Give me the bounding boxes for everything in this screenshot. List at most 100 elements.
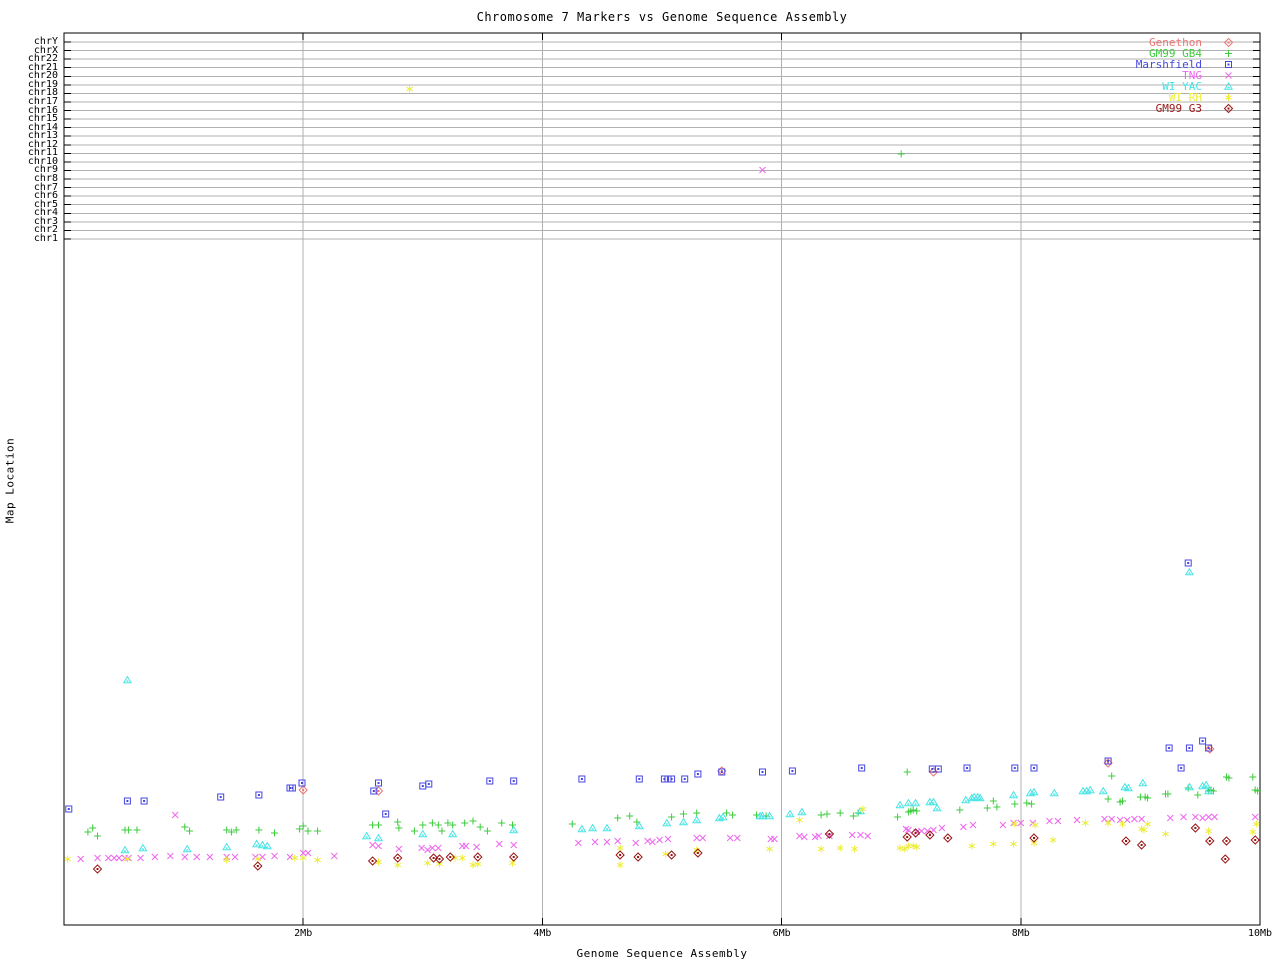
y-tick-label-chr8: chr8: [33, 173, 58, 185]
scatter-point-gm99-gb4: [428, 819, 436, 827]
scatter-point-wi-yac: [362, 831, 372, 840]
scatter-point-gm99-gb4: [729, 811, 737, 819]
scatter-point-gm99-g3: [1029, 833, 1039, 843]
scatter-point-wi-rh: [817, 845, 825, 853]
scatter-point-gm99-g3: [1250, 835, 1260, 845]
scatter-point-tng: [815, 832, 823, 840]
scatter-point-gm99-gb4: [461, 819, 469, 827]
scatter-point-tng: [1046, 817, 1053, 825]
scatter-point-tng: [1199, 814, 1206, 822]
scatter-point-marshfield: [1030, 764, 1038, 772]
scatter-point-wi-rh: [836, 844, 844, 852]
scatter-point-gm99-gb4: [1119, 797, 1126, 805]
scatter-point-gm99-gb4: [438, 827, 446, 835]
scatter-point-gm99-gb4: [680, 810, 687, 818]
scatter-point-gm99-g3: [1220, 854, 1231, 864]
scatter-point-wi-rh: [896, 844, 904, 852]
scatter-point-marshfield: [382, 810, 390, 818]
scatter-point-gm99-gb4: [375, 821, 382, 829]
scatter-point-gm99-g3: [1205, 836, 1215, 846]
scatter-point-marshfield: [65, 805, 73, 813]
scatter-point-tng: [1205, 813, 1212, 821]
plot-border: [63, 32, 1261, 926]
scatter-point-marshfield: [1165, 744, 1173, 752]
scatter-point-tng: [434, 844, 442, 852]
y-tick-label-chr13: chr13: [27, 130, 58, 142]
scatter-point-tng: [424, 846, 431, 854]
scatter-point-tng: [632, 839, 640, 847]
scatter-point-gm99-gb4: [255, 826, 263, 834]
scatter-point-tng: [462, 842, 470, 850]
scatter-point-tng: [110, 854, 118, 862]
x-tick-label-4Mb: 4Mb: [533, 928, 552, 939]
x-tick-label-8Mb: 8Mb: [1011, 928, 1030, 939]
scatter-point-marshfield: [1199, 737, 1207, 745]
scatter-point-wi-yac: [262, 841, 272, 850]
scatter-point-tng: [473, 843, 480, 851]
legend-entry-marshfield: Marshfield: [982, 59, 1234, 70]
scatter-point-marshfield: [694, 770, 702, 778]
scatter-point-tng: [574, 839, 582, 847]
scatter-point-tng: [999, 821, 1007, 829]
scatter-point-gm99-gb4: [614, 814, 622, 822]
scatter-point-gm99-gb4: [913, 807, 921, 815]
legend-entry-gm99-gb4: GM99 GB4: [982, 48, 1234, 59]
scatter-point-wi-yac: [257, 840, 268, 849]
scatter-point-tng: [726, 834, 734, 842]
scatter-point-gm99-gb4: [568, 820, 576, 828]
legend-entry-gm99-g3: GM99 G3: [982, 103, 1234, 114]
scatter-point-gm99-gb4: [956, 806, 964, 814]
scatter-point-gm99-g3: [910, 828, 921, 838]
scatter-point-tng: [259, 853, 266, 861]
scatter-point-tng: [171, 811, 179, 819]
scatter-point-marshfield: [1011, 764, 1019, 772]
legend-label: WI YAC: [1162, 79, 1202, 93]
square-dot-icon: [1225, 60, 1232, 68]
y-tick-label-chr4: chr4: [33, 207, 58, 219]
scatter-point-tng: [395, 845, 403, 853]
y-tick-label-chr17: chr17: [27, 95, 58, 107]
scatter-point-gm99-g3: [1121, 836, 1131, 846]
scatter-point-gm99-gb4: [469, 817, 477, 825]
legend-entry-wi-rh: WI RH: [982, 92, 1234, 103]
scatter-point-gm99-g3: [253, 861, 263, 871]
scatter-point-gm99-g3: [943, 833, 953, 843]
scatter-point-gm99-gb4: [894, 813, 902, 821]
scatter-point-tng: [826, 832, 833, 840]
scatter-point-tng: [603, 838, 611, 846]
scatter-point-tng: [1251, 813, 1259, 821]
scatter-point-wi-yac: [448, 829, 458, 838]
legend-entry-wi-yac: WI YAC: [982, 81, 1234, 92]
scatter-point-tng: [137, 854, 144, 862]
scatter-point-wi-rh: [375, 858, 382, 866]
scatter-point-marshfield: [660, 775, 668, 783]
scatter-point-wi-yac: [1009, 790, 1019, 799]
scatter-point-wi-rh: [796, 816, 803, 824]
scatter-point-gm99-g3: [633, 852, 643, 862]
scatter-point-tng: [800, 833, 808, 841]
y-tick-label-chr1: chr1: [33, 233, 58, 244]
y-tick-label-chrY: chrY: [33, 36, 58, 47]
scatter-point-tng: [1131, 815, 1138, 823]
y-tick-label-chr2: chr2: [33, 224, 58, 236]
scatter-point-gm99-g3: [1136, 840, 1147, 850]
scatter-point-tng: [193, 853, 201, 861]
x-icon: [1225, 71, 1232, 79]
scatter-point-tng: [375, 842, 382, 850]
scatter-point-wi-yac: [895, 800, 905, 809]
scatter-point-gm99-gb4: [1249, 773, 1257, 781]
y-tick-label-chr22: chr22: [27, 53, 58, 65]
diamond-dot-icon: [1223, 37, 1234, 47]
scatter-point-wi-rh: [1082, 819, 1089, 827]
triangle-dot-legend-marker-icon: [1223, 82, 1234, 90]
scatter-point-gm99-gb4: [1028, 800, 1036, 808]
scatter-point-marshfield: [486, 777, 494, 785]
scatter-point-gm99-gb4: [483, 827, 491, 835]
y-tick-label-chr19: chr19: [27, 78, 58, 90]
diamond-dot-legend-marker-icon: [1223, 37, 1234, 47]
square-dot-legend-marker-icon: [1225, 60, 1232, 68]
scatter-point-wi-yac: [911, 798, 921, 807]
scatter-point-tng: [1054, 817, 1062, 825]
scatter-point-marshfield: [255, 791, 263, 799]
